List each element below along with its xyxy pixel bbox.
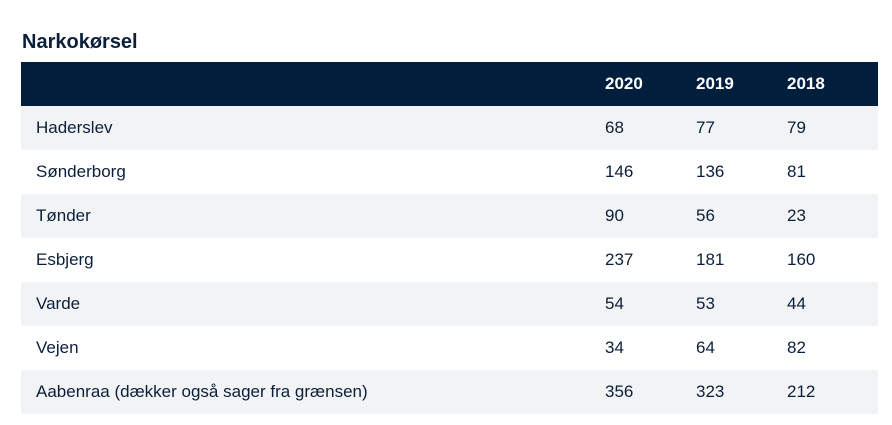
table-cell: 68: [605, 106, 696, 150]
table-cell: 237: [605, 250, 634, 269]
header-cell: 2019: [696, 62, 787, 106]
table-cell: Esbjerg: [36, 250, 94, 269]
table-cell: 44: [787, 282, 878, 326]
header-cell: [21, 62, 605, 106]
data-table: 2020 2019 2018 Haderslev 68 77 79 Sønderborg 14…: [21, 62, 878, 414]
table-cell: 64: [696, 338, 715, 357]
table-cell: 160: [787, 250, 816, 269]
table-cell: Vejen: [36, 338, 79, 357]
table-cell: Haderslev: [21, 106, 605, 150]
table-cell: 34: [605, 338, 624, 357]
table-cell: 146: [605, 162, 634, 181]
table-row: Esbjerg 237 181 160: [21, 238, 878, 282]
table-cell: 181: [696, 250, 725, 269]
table-cell: Sønderborg: [36, 162, 126, 181]
table-cell: 323: [696, 370, 787, 414]
table-row: Tønder 90 56 23: [21, 194, 878, 238]
table-cell: 79: [787, 106, 878, 150]
table-cell: 53: [696, 282, 787, 326]
header-cell: 2020: [605, 62, 696, 106]
header-row: 2020 2019 2018: [21, 62, 878, 106]
table-row: Haderslev 68 77 79: [21, 106, 878, 150]
table-row: Aabenraa (dækker også sager fra grænsen)…: [21, 370, 878, 414]
table-cell: Tønder: [21, 194, 605, 238]
table-cell: Aabenraa (dækker også sager fra grænsen): [21, 370, 605, 414]
table-cell: 212: [787, 370, 878, 414]
table-cell: 77: [696, 106, 787, 150]
header-cell: 2018: [787, 62, 878, 106]
table-row: Sønderborg 146 136 81: [21, 150, 878, 194]
table-cell: 90: [605, 194, 696, 238]
table-row: Varde 54 53 44: [21, 282, 878, 326]
table-row: Vejen 34 64 82: [21, 326, 878, 370]
table-cell: 56: [696, 194, 787, 238]
table-cell: 136: [696, 162, 725, 181]
table-cell: 23: [787, 194, 878, 238]
table-cell: 54: [605, 282, 696, 326]
table-cell: 81: [787, 162, 806, 181]
table-cell: 356: [605, 370, 696, 414]
table-cell: Varde: [21, 282, 605, 326]
table-cell: 82: [787, 338, 806, 357]
table-title: Narkokørsel: [22, 31, 138, 53]
